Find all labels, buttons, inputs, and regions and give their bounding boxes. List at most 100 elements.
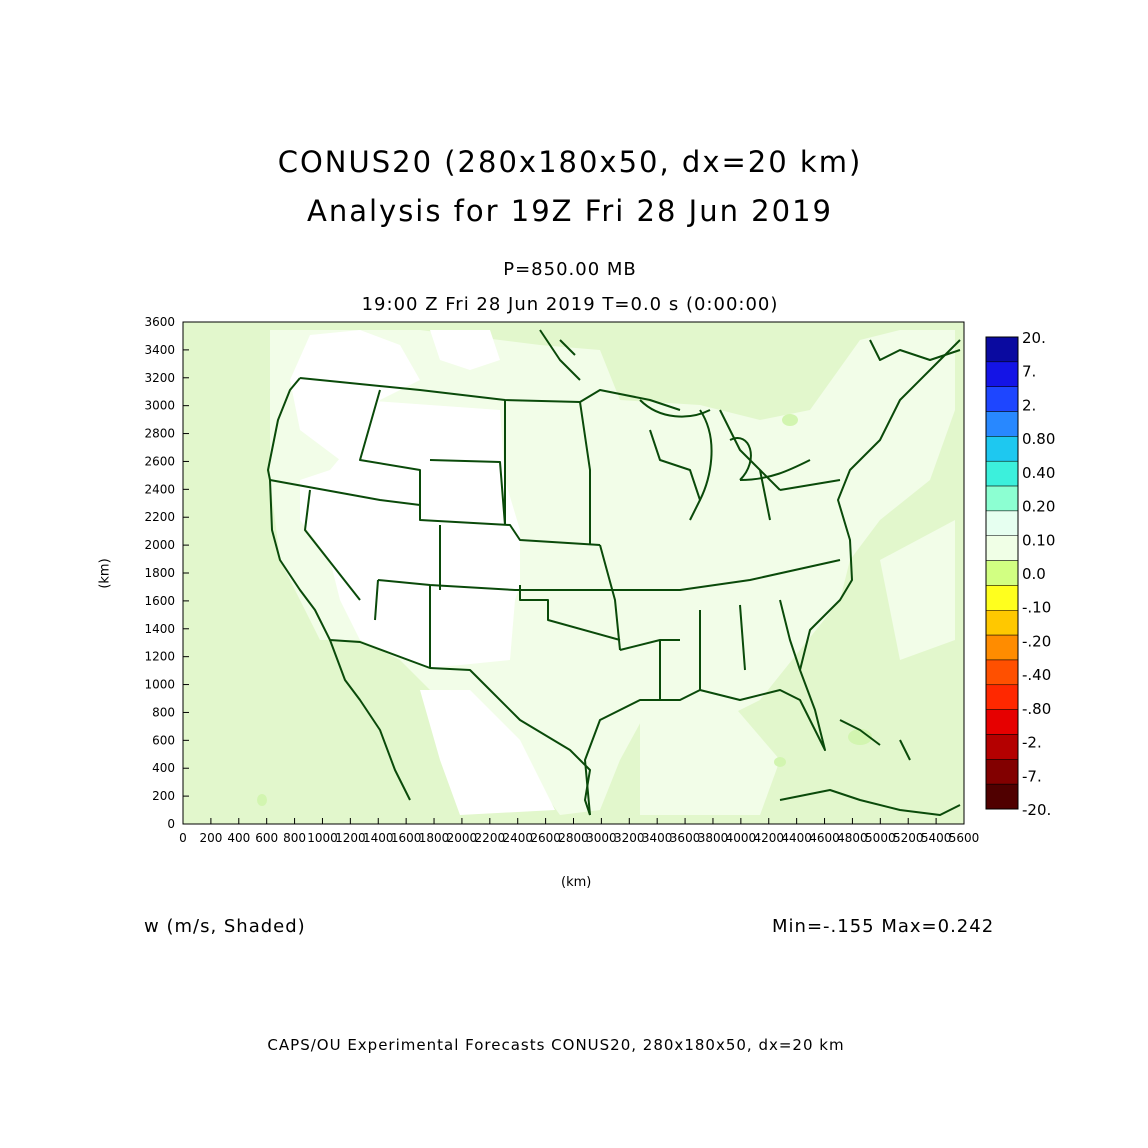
x-tick-label: 3600 bbox=[670, 831, 701, 845]
y-tick-label: 2400 bbox=[144, 482, 175, 496]
x-tick-label: 3200 bbox=[614, 831, 645, 845]
valid-time-label: 19:00 Z Fri 28 Jun 2019 T=0.0 s (0:00:00… bbox=[361, 294, 779, 315]
positive-spot bbox=[848, 729, 872, 745]
y-tick-label: 1000 bbox=[144, 678, 175, 692]
y-tick-label: 3200 bbox=[144, 371, 175, 385]
x-tick-label: 800 bbox=[283, 831, 306, 845]
y-axis-ticks: 0 200 400 600 800 1000 1200 1400 1600 1800 2000 220… bbox=[144, 315, 189, 831]
x-tick-label: 1400 bbox=[363, 831, 394, 845]
field-variable-label: w (m/s, Shaded) bbox=[144, 916, 306, 937]
x-tick-label: 2000 bbox=[447, 831, 478, 845]
northeast-canada-coast bbox=[869, 339, 961, 361]
x-tick-label: 400 bbox=[227, 831, 250, 845]
west-coast-and-mexico-border bbox=[267, 377, 591, 816]
colorbar-swatch bbox=[985, 659, 1019, 686]
colorbar-label: 0.0 bbox=[1022, 565, 1046, 583]
x-tick-label: 3000 bbox=[586, 831, 617, 845]
x-tick-label: 1600 bbox=[391, 831, 422, 845]
colorbar-swatch bbox=[985, 734, 1019, 760]
x-tick-label: 4000 bbox=[726, 831, 757, 845]
x-tick-label: 5400 bbox=[921, 831, 952, 845]
x-tick-label: 4200 bbox=[753, 831, 784, 845]
positive-spot bbox=[782, 414, 798, 426]
shaded-field bbox=[183, 322, 964, 824]
footer-credit: CAPS/OU Experimental Forecasts CONUS20, … bbox=[267, 1036, 845, 1054]
colorbar-label: -.40 bbox=[1022, 666, 1051, 684]
colorbar-label: 0.20 bbox=[1022, 498, 1055, 516]
colorbar-label: 0.10 bbox=[1022, 531, 1055, 549]
colorbar-frame bbox=[985, 336, 1019, 810]
colorbar-label: 20. bbox=[1022, 329, 1046, 347]
y-tick-label: 2000 bbox=[144, 538, 175, 552]
colorbar-swatch bbox=[985, 585, 1019, 611]
colorbar-swatch bbox=[985, 510, 1019, 536]
colorbar-swatch bbox=[985, 709, 1019, 735]
mexico-white-area bbox=[420, 690, 555, 815]
x-tick-label: 0 bbox=[179, 831, 187, 845]
y-tick-label: 2800 bbox=[144, 427, 175, 441]
colorbar-swatch bbox=[985, 460, 1019, 487]
x-tick-label: 1000 bbox=[307, 831, 338, 845]
y-tick-label: 1800 bbox=[144, 566, 175, 580]
colorbar-label: -.20 bbox=[1022, 632, 1051, 650]
southern-state-lines bbox=[619, 599, 801, 700]
x-tick-label: 2600 bbox=[530, 831, 561, 845]
nw-white-area bbox=[290, 330, 420, 460]
field-min-max-label: Min=-.155 Max=0.242 bbox=[772, 916, 995, 937]
colorbar-label: -.10 bbox=[1022, 599, 1051, 617]
y-tick-label: 3000 bbox=[144, 399, 175, 413]
x-tick-label: 1200 bbox=[335, 831, 366, 845]
y-tick-label: 2200 bbox=[144, 510, 175, 524]
x-tick-label: 3800 bbox=[698, 831, 729, 845]
y-tick-label: 0 bbox=[167, 817, 175, 831]
colorbar-swatch bbox=[985, 634, 1019, 661]
baja-california bbox=[329, 639, 411, 801]
colorbar-swatch bbox=[985, 684, 1019, 710]
colorbar-swatch bbox=[985, 411, 1019, 437]
y-tick-label: 1600 bbox=[144, 594, 175, 608]
x-tick-label: 3400 bbox=[642, 831, 673, 845]
colorbar-label: -20. bbox=[1022, 801, 1051, 819]
x-axis-ticks: 0 200 400 600 800 100012001400160018002000220… bbox=[179, 818, 979, 845]
colorbar-label: 0.80 bbox=[1022, 430, 1055, 448]
colorbar-swatch bbox=[985, 759, 1019, 785]
colorbar-swatch bbox=[985, 386, 1019, 412]
y-tick-label: 3600 bbox=[144, 315, 175, 329]
colorbar-label: -7. bbox=[1022, 767, 1042, 785]
y-tick-label: 200 bbox=[152, 789, 175, 803]
colorbar-label: 0.40 bbox=[1022, 464, 1055, 482]
x-tick-label: 5600 bbox=[949, 831, 980, 845]
chart-title-line1: CONUS20 (280x180x50, dx=20 km) bbox=[277, 145, 863, 179]
x-tick-label: 1800 bbox=[419, 831, 450, 845]
y-tick-label: 3400 bbox=[144, 343, 175, 357]
positive-spot bbox=[774, 757, 786, 767]
x-tick-label: 4400 bbox=[781, 831, 812, 845]
gulf-near-zero-area bbox=[640, 690, 780, 815]
x-tick-label: 5200 bbox=[893, 831, 924, 845]
x-tick-label: 4800 bbox=[837, 831, 868, 845]
colorbar-swatch bbox=[985, 336, 1019, 363]
bahamas-outline bbox=[839, 719, 911, 761]
pressure-level-label: P=850.00 MB bbox=[503, 259, 637, 280]
colorbar-swatch bbox=[985, 783, 1019, 810]
gulf-and-east-coast bbox=[584, 339, 961, 816]
y-tick-label: 1400 bbox=[144, 622, 175, 636]
colorbar-swatch bbox=[985, 610, 1019, 636]
cuba-outline bbox=[779, 789, 961, 816]
x-tick-label: 2200 bbox=[475, 831, 506, 845]
positive-spot bbox=[257, 794, 267, 806]
y-tick-label: 600 bbox=[152, 733, 175, 747]
colorbar-swatch bbox=[985, 535, 1019, 561]
great-lakes-shorelines bbox=[639, 399, 811, 501]
chart-title-line2: Analysis for 19Z Fri 28 Jun 2019 bbox=[306, 194, 833, 228]
western-state-lines bbox=[304, 389, 506, 668]
colorbar-label: -.80 bbox=[1022, 700, 1051, 718]
x-tick-label: 200 bbox=[199, 831, 222, 845]
atlantic-near-zero-area bbox=[880, 520, 955, 660]
interior-state-lines bbox=[504, 400, 621, 651]
colorbar: 20. 7. 2. 0.80 0.40 0.20 0.10 0.0 -.10 -.20 -.40 -.… bbox=[985, 329, 1055, 819]
canada-white-area bbox=[430, 330, 500, 370]
colorbar-swatch bbox=[985, 436, 1019, 462]
colorbar-label: -2. bbox=[1022, 734, 1042, 752]
